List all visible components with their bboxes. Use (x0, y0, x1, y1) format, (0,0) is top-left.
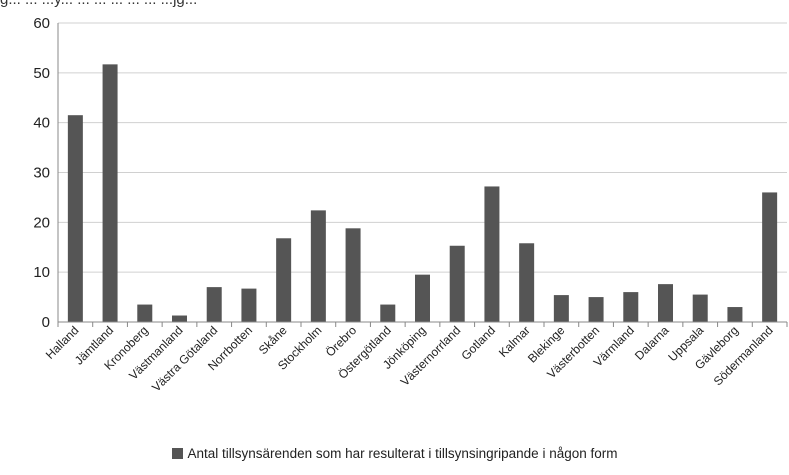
y-tick-label: 20 (33, 214, 50, 231)
bar (67, 115, 83, 322)
bar-chart: 0 10 20 30 40 50 60 HallandJämtlandKronobergVä… (33, 15, 788, 394)
bar (484, 186, 500, 322)
bar (102, 64, 118, 322)
bar (206, 287, 222, 322)
legend-label: Antal tillsynsärenden som har resulterat… (187, 446, 618, 461)
gridlines (58, 22, 787, 273)
clipped-title-text: g... ... ...y... ... ... ... ... ... ...… (0, 0, 197, 8)
y-tick-label: 40 (33, 115, 50, 132)
bar (658, 284, 673, 322)
y-tick-label: 30 (33, 165, 50, 182)
x-category-label: Dalarna (632, 323, 672, 363)
bars (67, 64, 778, 322)
bar (727, 307, 743, 322)
y-tick-label: 60 (33, 15, 50, 32)
y-tick-label: 10 (33, 264, 50, 281)
bar (241, 288, 257, 322)
x-category-label: Gotland (458, 323, 498, 363)
bar (345, 228, 361, 322)
bar (623, 292, 639, 322)
axes (57, 23, 788, 327)
legend: Antal tillsynsärenden som har resulterat… (0, 446, 789, 461)
bar (380, 304, 396, 322)
x-axis-category-labels: HallandJämtlandKronobergVästmanlandVästr… (43, 323, 776, 394)
bar (588, 297, 604, 322)
bar (519, 243, 535, 322)
y-tick-label: 50 (33, 65, 50, 82)
bar (137, 304, 153, 322)
bar (276, 238, 292, 322)
y-axis-tick-labels: 0 10 20 30 40 50 60 (33, 15, 50, 331)
legend-swatch (171, 448, 183, 459)
bar (553, 295, 569, 322)
y-tick-label: 0 (42, 314, 50, 331)
bar (172, 315, 187, 322)
bar (449, 245, 465, 322)
bar (762, 192, 778, 322)
bar (415, 274, 430, 322)
bar (310, 210, 326, 322)
bar (692, 294, 708, 322)
